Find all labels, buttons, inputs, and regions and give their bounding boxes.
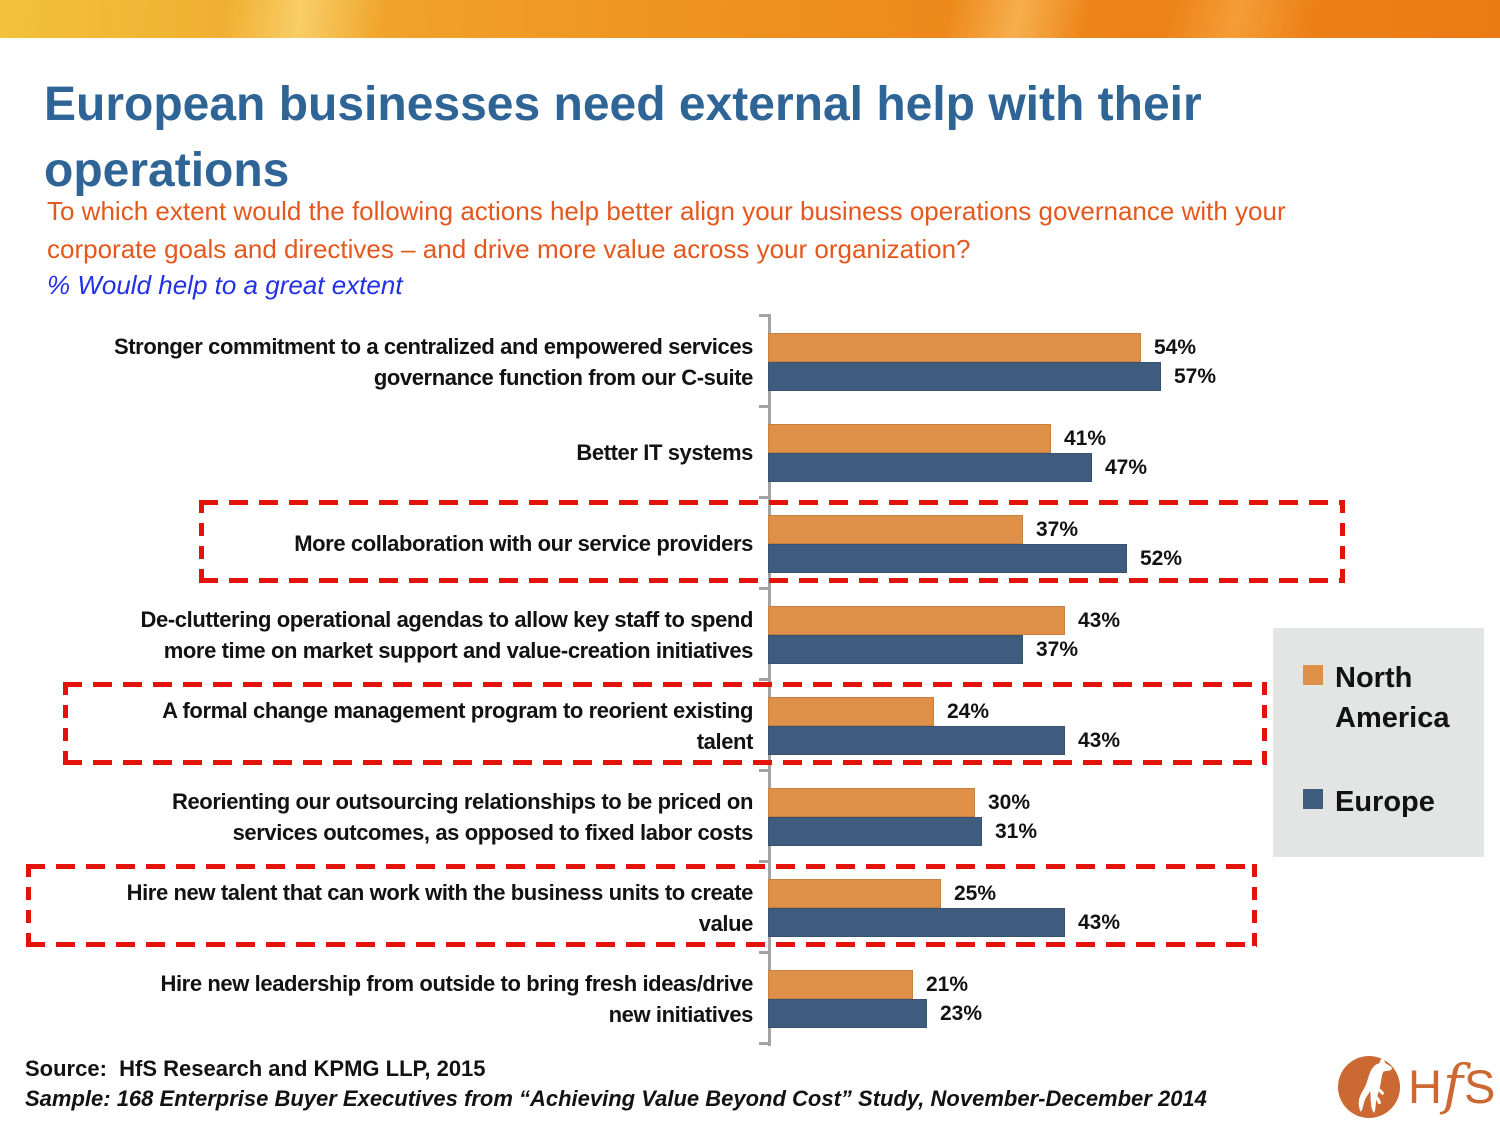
source-note: Source: HfS Research and KPMG LLP, 2015 [25,1056,486,1081]
bar-europe [768,908,1065,937]
category-label: Better IT systems [576,440,753,465]
value-label-north-america: 54% [1154,336,1197,359]
bar-north-america [768,515,1023,544]
page-title-line-1: European businesses need external help w… [44,78,1202,132]
y-axis-tick [759,860,769,863]
legend-label-europe: Europe [1335,786,1435,818]
bar-europe [768,635,1023,664]
hfs-horse-icon [1338,1056,1400,1118]
value-label-europe: 23% [940,1002,983,1025]
value-label-europe: 37% [1036,638,1079,661]
value-label-europe: 47% [1105,456,1148,479]
page-title-line-2: operations [44,144,290,198]
value-label-north-america: 24% [947,700,990,723]
bar-north-america [768,788,975,817]
value-label-north-america: 43% [1078,609,1121,632]
legend-item-europe: Europe [1303,782,1484,822]
y-axis-tick [759,1042,769,1045]
hfs-logo-letter: S [1463,1060,1496,1113]
legend: North America Europe [1273,628,1484,857]
y-axis-tick [759,951,769,954]
bar-north-america [768,970,913,999]
value-label-europe: 43% [1078,911,1121,934]
bar-north-america [768,424,1051,453]
survey-question-line-1: To which extent would the following acti… [47,196,1286,226]
sample-note: Sample: 168 Enterprise Buyer Executives … [25,1086,1207,1111]
value-label-europe: 43% [1078,729,1121,752]
category-label: Hire new talent that can work with the b… [126,879,754,936]
hfs-logo-letter: f [1442,1053,1463,1116]
bar-north-america [768,879,941,908]
y-axis-tick [759,587,769,590]
bar-north-america [768,697,934,726]
y-axis-tick [759,314,769,317]
value-label-europe: 57% [1174,365,1217,388]
value-label-north-america: 37% [1036,518,1079,541]
bar-europe [768,817,982,846]
value-label-north-america: 25% [954,882,997,905]
bar-europe [768,362,1161,391]
bar-europe [768,453,1092,482]
value-label-europe: 31% [995,820,1038,843]
value-label-europe: 52% [1140,547,1183,570]
category-label: De-cluttering operational agendas to all… [140,606,754,663]
survey-question-line-2: corporate goals and directives – and dri… [47,234,971,264]
legend-label-north-america: North America [1335,662,1450,734]
category-label: Reorienting our outsourcing relationship… [171,788,753,845]
y-axis-tick [759,496,769,499]
bar-europe [768,999,927,1028]
y-axis-line [768,314,771,1046]
hfs-logo-letter: H [1408,1060,1442,1113]
header-gradient-band [0,0,1500,38]
category-label: Hire new leadership from outside to brin… [160,970,753,1027]
category-label: More collaboration with our service prov… [294,531,753,556]
legend-swatch-north-america-icon [1303,665,1323,685]
y-axis-tick [759,769,769,772]
value-label-north-america: 41% [1064,427,1107,450]
chart-subtitle: % Would help to a great extent [47,270,403,300]
value-label-north-america: 21% [926,973,969,996]
y-axis-tick [759,405,769,408]
bar-north-america [768,333,1141,362]
page-title: European businesses need external help w… [44,72,1202,204]
bar-europe [768,544,1127,573]
category-label: A formal change management program to re… [162,697,753,754]
y-axis-tick [759,678,769,681]
bar-europe [768,726,1065,755]
legend-item-north-america: North America [1303,658,1484,738]
category-label: Stronger commitment to a centralized and… [113,333,753,390]
legend-swatch-europe-icon [1303,789,1323,809]
survey-question: To which extent would the following acti… [47,192,1286,268]
bar-north-america [768,606,1065,635]
value-label-north-america: 30% [988,791,1031,814]
